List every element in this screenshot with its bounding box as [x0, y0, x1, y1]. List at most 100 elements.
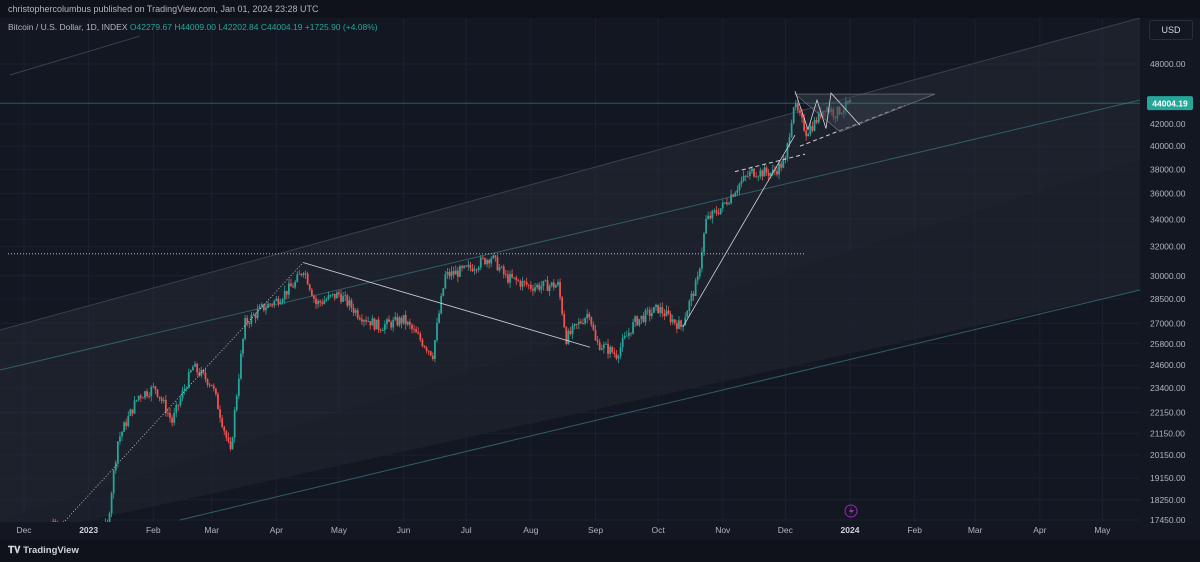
candle-body	[260, 304, 263, 307]
candle-body	[325, 299, 328, 301]
candle-body	[225, 431, 228, 438]
candle-body	[707, 215, 710, 219]
uptrend-line-1	[54, 262, 304, 533]
tradingview-logo[interactable]: 𝐓𝐕 TradingView	[0, 545, 79, 556]
y-tick-label: 23400.00	[1150, 383, 1186, 393]
candle-body	[778, 163, 780, 175]
candle-body	[602, 344, 605, 349]
candle-body	[667, 310, 670, 314]
candle-body	[544, 280, 547, 282]
candle-body	[269, 303, 272, 305]
candle-body	[475, 269, 478, 271]
candle-body	[813, 120, 816, 131]
candle-body	[644, 310, 647, 322]
candle-body	[548, 285, 551, 291]
candle-body	[379, 329, 382, 331]
candle-body	[540, 286, 543, 290]
candle-body	[481, 257, 484, 259]
last-price-tag[interactable]	[1147, 96, 1193, 111]
candle-body	[640, 315, 643, 320]
candle-body	[469, 264, 472, 268]
y-tick-label: 36000.00	[1150, 189, 1186, 199]
candle-body	[619, 347, 622, 357]
candle-body	[586, 313, 589, 319]
candle-body	[283, 290, 286, 300]
candle-body	[141, 397, 144, 399]
time-axis[interactable]: Dec 2023 Feb Mar Apr May Jun Jul Aug Sep Oct Nov Dec…	[0, 504, 1140, 540]
candle-body	[394, 316, 397, 320]
candle-body	[659, 307, 662, 313]
candle-body	[705, 218, 707, 234]
candle-body	[356, 310, 359, 319]
candle-body	[125, 422, 128, 427]
candle-body	[208, 384, 211, 386]
candle-body	[559, 281, 561, 298]
ohlc-change: +1725.90 (+4.08%)	[304, 22, 378, 32]
time-axis-bg	[0, 522, 1140, 540]
candle-body	[192, 366, 194, 371]
candle-body	[242, 338, 244, 354]
x-tick-label: 2024	[841, 525, 860, 535]
candle-body	[484, 258, 486, 265]
candle-body	[650, 312, 653, 317]
candle-body	[438, 313, 440, 323]
candle-body	[669, 313, 672, 323]
x-tick-label: Oct	[651, 525, 665, 535]
breakout-dashed-line	[734, 153, 806, 173]
candle-body	[655, 304, 657, 307]
candle-body	[592, 324, 595, 330]
candle-body	[233, 410, 236, 438]
candle-body	[133, 400, 136, 414]
candle-body	[419, 333, 422, 340]
candle-body	[509, 274, 511, 283]
candle-body	[323, 300, 326, 304]
candle-body	[285, 290, 288, 295]
candle-body	[440, 295, 443, 314]
candle-body	[308, 284, 311, 290]
candle-body	[575, 323, 578, 325]
candle-body	[340, 294, 342, 302]
candle-body	[196, 363, 199, 373]
last-price-label: 44004.19	[1152, 99, 1188, 109]
candle-body	[167, 413, 169, 414]
candle-body	[288, 283, 290, 295]
candle-body	[703, 233, 705, 253]
candle-body	[169, 413, 171, 418]
chart-area[interactable]: 48000.00 42000.00 40000.00 38000.00 36000.00…	[0, 18, 1200, 540]
candle-body	[248, 323, 251, 325]
candle-body	[365, 320, 367, 322]
candle-body	[310, 289, 313, 296]
brand-name: TradingView	[23, 545, 79, 556]
candle-body	[273, 300, 276, 305]
x-tick-label: 2023	[79, 525, 98, 535]
candle-body	[150, 387, 153, 397]
candle-body	[127, 415, 130, 427]
candle-body	[694, 280, 697, 296]
candle-body	[596, 340, 599, 342]
candle-body	[736, 190, 739, 193]
price-axis[interactable]: 48000.00 42000.00 40000.00 38000.00 36000.00…	[1140, 18, 1200, 525]
zigzag-pattern	[794, 90, 861, 131]
currency-button[interactable]: USD	[1149, 20, 1193, 40]
ohlc-low: L42202.84	[218, 22, 259, 32]
candle-body	[254, 314, 257, 319]
candle-body	[277, 298, 280, 305]
candle-body	[459, 266, 461, 277]
candle-body	[333, 293, 336, 299]
candle-body	[532, 288, 534, 291]
candle-body	[381, 330, 384, 331]
candle-body	[690, 293, 693, 301]
candle-body	[465, 265, 468, 267]
candle-body	[175, 404, 178, 413]
candle-body	[588, 313, 591, 318]
candle-body	[751, 168, 753, 172]
lightning-icon[interactable]	[844, 504, 858, 518]
candle-body	[782, 159, 785, 168]
candle-body	[361, 319, 363, 322]
candle-body	[350, 300, 353, 308]
candle-body	[701, 252, 703, 269]
drawings	[0, 90, 1140, 533]
candle-body	[561, 297, 564, 314]
candle-body	[212, 385, 215, 389]
candle-body	[244, 318, 247, 339]
